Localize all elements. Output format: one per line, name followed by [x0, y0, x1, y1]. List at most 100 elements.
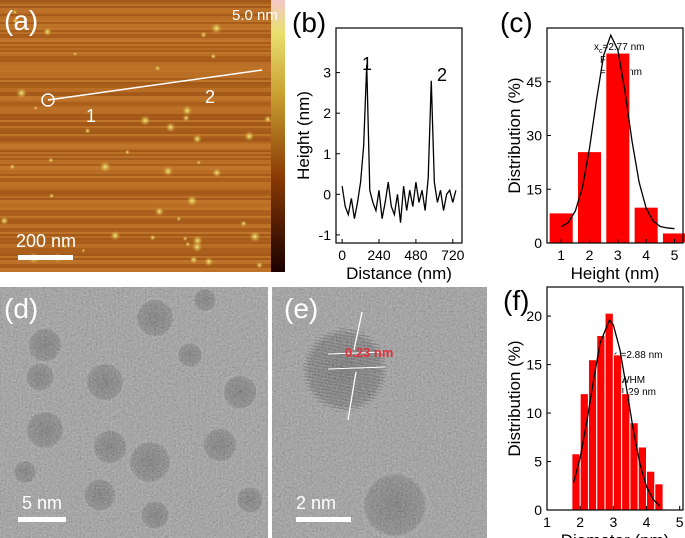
scan-line	[0, 220, 271, 222]
scan-line	[0, 216, 271, 218]
scan-line	[0, 76, 271, 78]
x-tick-label: 5	[671, 247, 679, 263]
afm-background	[0, 0, 271, 272]
scan-line	[0, 48, 271, 50]
afm-dot	[16, 87, 27, 99]
scale-bar-label: 200 nm	[16, 231, 76, 251]
scan-line	[0, 268, 271, 270]
colorbar-label: 5.0 nm	[232, 7, 278, 24]
y-axis-label: Distribution (%)	[505, 340, 524, 456]
afm-dot	[186, 195, 198, 207]
scan-line	[0, 214, 271, 216]
fwhm-label: FWHM	[614, 375, 645, 386]
scan-line	[0, 260, 271, 262]
bar	[548, 212, 574, 244]
x-axis-label: Distance (nm)	[346, 264, 452, 283]
scan-line	[0, 52, 271, 54]
scan-line	[0, 80, 271, 82]
scan-line	[0, 208, 271, 210]
afm-dot	[249, 230, 261, 243]
bar	[576, 151, 603, 244]
panel-label: (e)	[284, 293, 318, 324]
scan-line	[0, 190, 271, 192]
scan-line	[0, 170, 271, 172]
scan-line	[0, 54, 271, 56]
scan-line	[0, 238, 271, 240]
scan-line	[0, 218, 271, 220]
afm-dot	[12, 9, 18, 15]
fwhm-value: =1.29 nm	[614, 387, 656, 398]
afm-dot	[182, 105, 193, 116]
scan-line	[0, 2, 271, 4]
afm-dot	[81, 248, 86, 253]
scan-line	[0, 88, 271, 90]
scan-line	[0, 92, 271, 94]
scan-line	[0, 120, 271, 122]
scan-line	[0, 206, 271, 208]
scan-line	[0, 16, 271, 18]
scan-line	[0, 128, 271, 130]
scan-line	[0, 114, 271, 116]
afm-dot	[139, 115, 151, 126]
x-tick-label: 240	[367, 247, 391, 263]
afm-dot	[165, 122, 176, 133]
panel-label: (b)	[292, 7, 326, 38]
scan-line	[0, 102, 271, 104]
scan-line	[0, 196, 271, 198]
y-tick-label: 3	[323, 65, 331, 81]
y-axis-label: Distribution (%)	[505, 77, 524, 193]
x-tick-label: 5	[676, 514, 684, 530]
afm-marker: 2	[205, 87, 215, 107]
lattice-label: 0.23 nm	[345, 345, 393, 360]
bar	[633, 206, 659, 244]
scan-line	[0, 162, 271, 164]
scan-line	[0, 212, 271, 214]
scan-line	[0, 198, 271, 200]
afm-dot	[182, 236, 188, 242]
scan-line	[0, 106, 271, 108]
scan-line	[0, 44, 271, 46]
bar	[621, 393, 631, 511]
scan-line	[0, 112, 271, 114]
scan-line	[0, 34, 271, 36]
scan-line	[0, 236, 271, 238]
scan-line	[0, 176, 271, 178]
afm-dot	[84, 127, 91, 134]
tem-image	[0, 287, 268, 538]
scan-line	[0, 0, 271, 2]
scan-line	[0, 110, 271, 112]
scan-line	[0, 38, 271, 40]
scale-bar	[18, 255, 73, 260]
scan-line	[0, 56, 271, 58]
profile	[341, 64, 457, 223]
x-axis-label: Height (nm)	[571, 264, 660, 283]
scan-line	[0, 156, 271, 158]
scan-line	[0, 270, 271, 272]
afm-dot	[263, 115, 271, 124]
scan-line	[0, 148, 271, 150]
scan-line	[0, 266, 271, 268]
y-tick-label: 20	[526, 308, 542, 324]
scan-line	[0, 244, 271, 246]
scan-line	[0, 232, 271, 234]
afm-dot	[33, 106, 38, 111]
scan-line	[0, 132, 271, 134]
afm-dot	[149, 234, 156, 241]
y-tick-label: 1	[323, 146, 331, 162]
afm-image	[0, 0, 271, 272]
scan-line	[0, 258, 271, 260]
afm-dot	[154, 206, 165, 217]
scan-line	[0, 256, 271, 258]
x-tick-label: 480	[404, 247, 428, 263]
scan-line	[0, 194, 271, 196]
scan-line	[0, 22, 271, 24]
panel-label: (d)	[4, 293, 38, 324]
panel-label: (f)	[503, 285, 529, 316]
peak-label: 1	[362, 54, 372, 74]
y-tick-label: 5	[534, 454, 542, 470]
x-tick-label: 3	[609, 514, 617, 530]
peak-label: 2	[437, 65, 447, 85]
scan-line	[0, 166, 271, 168]
arrow	[347, 371, 357, 421]
tem-noise	[0, 287, 268, 538]
